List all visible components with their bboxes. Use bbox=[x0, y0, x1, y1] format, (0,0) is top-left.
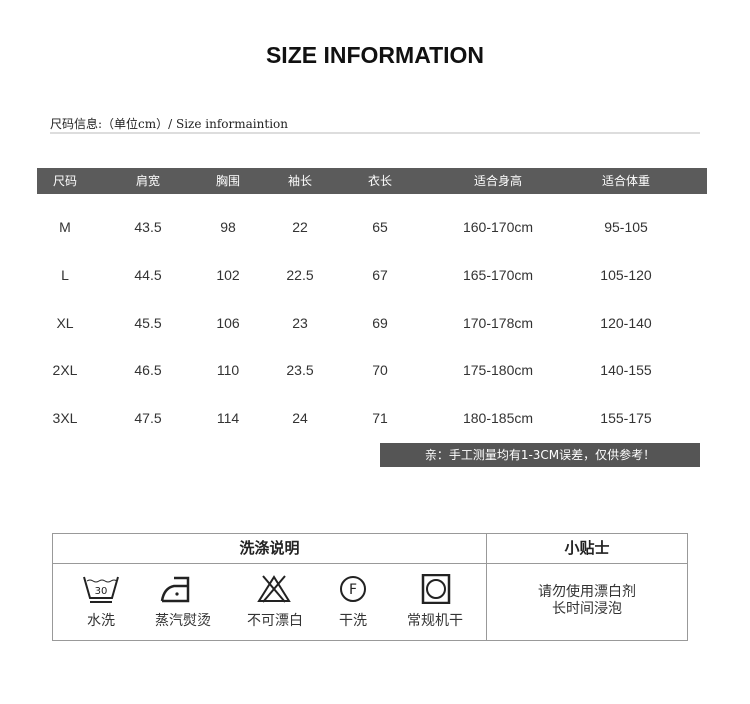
table-header: 尺码 肩宽 胸围 袖长 衣长 适合身高 适合体重 bbox=[37, 168, 707, 194]
table-cell: 110 bbox=[216, 362, 240, 378]
table-cell: 175-180cm bbox=[462, 362, 534, 378]
table-cell: 47.5 bbox=[134, 410, 162, 426]
divider bbox=[53, 563, 687, 564]
table-cell: 70 bbox=[372, 362, 388, 378]
column-header: 袖长 bbox=[287, 174, 313, 188]
care-label: 水洗 bbox=[87, 613, 115, 629]
table-cell: 71 bbox=[372, 410, 388, 426]
table-cell: 105-120 bbox=[600, 267, 652, 283]
measurement-note: 亲：手工测量均有1-3CM误差，仅供参考！ bbox=[380, 443, 700, 467]
dry-clean-letter: F bbox=[349, 582, 357, 598]
table-cell: 23.5 bbox=[286, 362, 314, 378]
table-cell: 165-170cm bbox=[462, 267, 534, 283]
tip-line: 长时间浸泡 bbox=[552, 601, 622, 617]
table-cell: 69 bbox=[372, 315, 388, 331]
table-cell: 22 bbox=[292, 219, 308, 235]
care-label: 蒸汽熨烫 bbox=[155, 613, 211, 629]
care-label: 不可漂白 bbox=[247, 613, 303, 629]
size-label: 2XL bbox=[52, 362, 78, 378]
dry-clean-f-icon: F bbox=[340, 576, 366, 602]
steam-iron-icon bbox=[160, 576, 190, 603]
table-cell: 180-185cm bbox=[462, 410, 534, 426]
column-header: 尺码 bbox=[52, 174, 78, 188]
table-cell: 45.5 bbox=[134, 315, 162, 331]
column-header: 衣长 bbox=[367, 174, 393, 188]
care-tips: 请勿使用漂白剂 长时间浸泡 bbox=[487, 584, 687, 618]
column-header: 适合体重 bbox=[601, 174, 651, 188]
care-title: 洗涤说明 bbox=[239, 539, 300, 557]
table-cell: 155-175 bbox=[600, 410, 652, 426]
size-label: XL bbox=[56, 315, 74, 331]
divider bbox=[486, 534, 487, 640]
table-cell: 170-178cm bbox=[462, 315, 534, 331]
table-cell: 106 bbox=[216, 315, 240, 331]
table-cell: 43.5 bbox=[134, 219, 162, 235]
tip-line: 请勿使用漂白剂 bbox=[538, 584, 636, 600]
size-label: L bbox=[61, 267, 69, 283]
divider bbox=[50, 132, 700, 134]
wash-temp: 30 bbox=[95, 586, 108, 597]
column-header: 胸围 bbox=[215, 174, 241, 188]
tumble-dry-icon bbox=[421, 574, 451, 604]
care-table: 洗涤说明 小贴士 30 F 水洗 蒸汽熨烫 不可漂白 干洗 常规机干 请勿使用漂… bbox=[52, 533, 688, 641]
wash-30-icon: 30 bbox=[83, 576, 119, 603]
tips-title: 小贴士 bbox=[564, 539, 610, 557]
table-cell: 120-140 bbox=[600, 315, 652, 331]
column-header: 肩宽 bbox=[135, 174, 161, 188]
table-cell: 23 bbox=[292, 315, 308, 331]
table-cell: 22.5 bbox=[286, 267, 314, 283]
table-cell: 102 bbox=[216, 267, 240, 283]
table-cell: 160-170cm bbox=[462, 219, 534, 235]
care-label: 干洗 bbox=[339, 613, 367, 629]
table-cell: 98 bbox=[220, 219, 236, 235]
size-label: M bbox=[59, 219, 71, 235]
care-label: 常规机干 bbox=[407, 613, 463, 629]
table-cell: 140-155 bbox=[600, 362, 652, 378]
no-bleach-icon bbox=[257, 575, 291, 603]
table-cell: 44.5 bbox=[134, 267, 162, 283]
subtitle: 尺码信息:（单位cm）/ Size informaintion bbox=[50, 117, 288, 131]
table-cell: 67 bbox=[372, 267, 388, 283]
table-cell: 114 bbox=[216, 410, 240, 426]
table-cell: 65 bbox=[372, 219, 388, 235]
column-header: 适合身高 bbox=[473, 174, 523, 188]
table-cell: 95-105 bbox=[604, 219, 648, 235]
table-cell: 24 bbox=[292, 410, 308, 426]
table-cell: 46.5 bbox=[134, 362, 162, 378]
page-title: SIZE INFORMATION bbox=[265, 42, 485, 68]
size-label: 3XL bbox=[52, 410, 78, 426]
